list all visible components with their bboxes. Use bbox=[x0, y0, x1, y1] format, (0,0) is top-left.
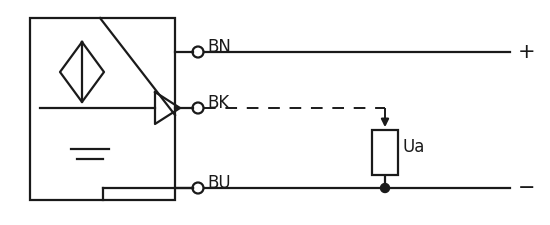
Bar bbox=[372, 130, 398, 175]
Text: BN: BN bbox=[207, 38, 232, 56]
Circle shape bbox=[381, 184, 389, 193]
Text: Ua: Ua bbox=[402, 138, 425, 156]
Text: −: − bbox=[518, 178, 536, 198]
Text: +: + bbox=[518, 42, 536, 62]
Bar bbox=[30, 18, 175, 200]
Text: BK: BK bbox=[207, 94, 230, 112]
Text: BU: BU bbox=[207, 174, 231, 192]
